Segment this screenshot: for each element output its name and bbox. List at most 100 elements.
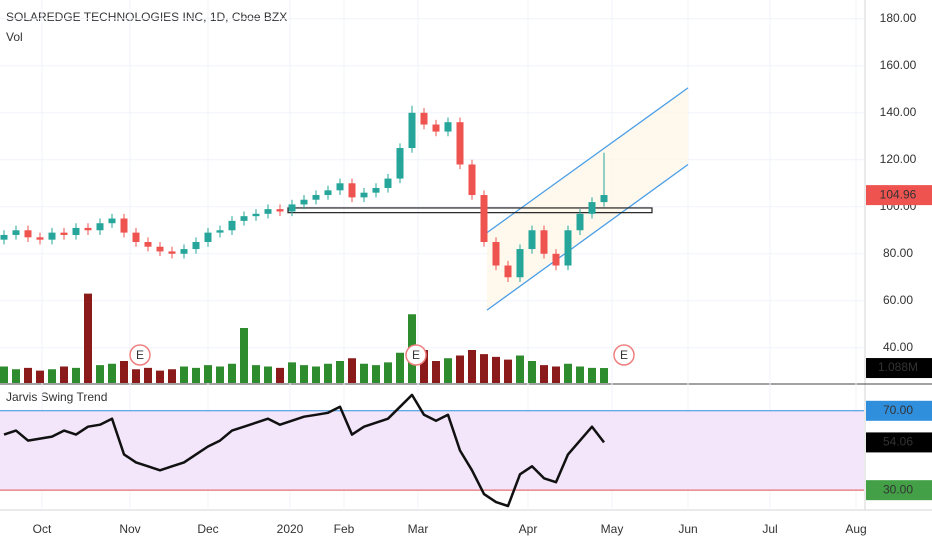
candle-body	[204, 232, 212, 243]
last-price-label: 104.96	[880, 187, 917, 201]
candle-body	[444, 122, 452, 132]
y-tick-label: 40.00	[883, 340, 913, 354]
y-tick-label: 160.00	[880, 58, 917, 72]
volume-bar	[600, 368, 608, 383]
channel-line	[486, 163, 689, 311]
indicator-last-box	[866, 432, 932, 453]
volume-bar	[468, 350, 476, 383]
y-tick-label: 60.00	[883, 293, 913, 307]
candle-body	[516, 249, 524, 278]
candle-body	[348, 183, 356, 198]
candle-body	[12, 230, 20, 235]
candle-body	[432, 124, 440, 132]
candle-body	[588, 202, 596, 214]
candle-body	[564, 230, 572, 266]
candle-body	[408, 112, 416, 149]
volume-bar	[444, 358, 452, 383]
candle-body	[468, 164, 476, 196]
candle-body	[456, 122, 464, 165]
volume-label: Vol	[6, 30, 23, 44]
volume-bar	[48, 369, 56, 383]
x-tick-label: Feb	[334, 522, 355, 536]
candle-body	[96, 223, 104, 231]
volume-last-label: 1.088M	[878, 360, 918, 374]
candle-body	[372, 187, 380, 193]
volume-bar	[504, 359, 512, 383]
volume-bar	[300, 365, 308, 383]
volume-bar	[348, 358, 356, 383]
last-price-box	[866, 185, 932, 206]
lower-level-label: 30.00	[883, 482, 913, 496]
candle-body	[336, 183, 344, 191]
candle-body	[288, 204, 296, 212]
volume-bar	[204, 365, 212, 383]
event-marker	[613, 344, 635, 366]
x-tick-label: Jun	[678, 522, 697, 536]
volume-bar	[336, 361, 344, 383]
candle-body	[120, 218, 128, 233]
volume-bar	[360, 363, 368, 383]
x-tick-label: 2020	[277, 522, 304, 536]
candle-body	[540, 230, 548, 254]
indicator-band	[0, 410, 864, 491]
volume-bar	[60, 366, 68, 383]
volume-bar	[528, 361, 536, 383]
candle-body	[216, 230, 224, 233]
upper-level-label: 70.00	[883, 403, 913, 417]
event-label: E	[412, 348, 420, 362]
volume-bar	[492, 356, 500, 383]
volume-bar	[324, 363, 332, 383]
volume-bar	[84, 293, 92, 383]
volume-bar	[132, 369, 140, 383]
volume-bar	[264, 366, 272, 383]
candle-body	[108, 218, 116, 224]
volume-bar	[228, 363, 236, 383]
volume-bar	[276, 367, 284, 383]
volume-bar	[372, 365, 380, 383]
candle-body	[228, 220, 236, 231]
candle-body	[24, 230, 32, 238]
candle-body	[276, 209, 284, 212]
candle-body	[84, 227, 92, 231]
candle-body	[360, 192, 368, 198]
x-tick-label: Nov	[119, 522, 140, 536]
volume-bar	[432, 361, 440, 383]
candle-body	[396, 148, 404, 179]
volume-bar	[480, 354, 488, 383]
candle-body	[60, 232, 68, 235]
candle-body	[252, 213, 260, 217]
indicator-line	[3, 393, 605, 508]
volume-bar	[588, 367, 596, 383]
y-tick-label: 180.00	[880, 11, 917, 25]
volume-bar	[552, 366, 560, 383]
candle-body	[240, 216, 248, 221]
x-tick-label: May	[601, 522, 624, 536]
volume-bar	[240, 328, 248, 383]
candle-body	[36, 237, 44, 240]
candle-body	[492, 242, 500, 266]
event-label: E	[620, 348, 628, 362]
volume-bar	[288, 362, 296, 383]
candle-body	[168, 251, 176, 254]
volume-bar	[96, 365, 104, 383]
candle-body	[132, 232, 140, 243]
x-tick-label: Dec	[197, 522, 218, 536]
volume-bar	[312, 366, 320, 383]
volume-bar	[156, 370, 164, 383]
candle-body	[48, 232, 56, 240]
support-level	[287, 207, 653, 214]
x-tick-label: Jul	[762, 522, 777, 536]
candle-body	[300, 199, 308, 205]
volume-bar	[192, 367, 200, 383]
candle-body	[264, 209, 272, 214]
candle-body	[180, 249, 188, 254]
x-tick-label: Oct	[33, 522, 52, 536]
volume-bar	[420, 350, 428, 383]
volume-bar	[396, 352, 404, 383]
lower-level-box	[866, 480, 932, 501]
volume-bar	[12, 369, 20, 383]
volume-bar	[252, 365, 260, 383]
candle-body	[528, 230, 536, 250]
candle-body	[324, 190, 332, 196]
